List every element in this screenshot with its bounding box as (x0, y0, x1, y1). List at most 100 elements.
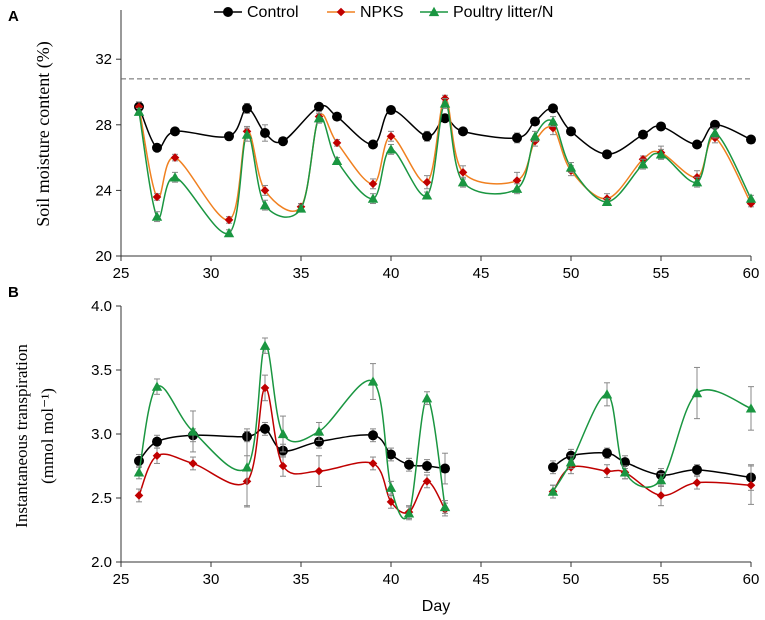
panel-a-point-poultry-litter-n (709, 127, 721, 138)
panel-a-point-control (152, 142, 162, 153)
panel-b-point-poultry-litter-n (187, 426, 199, 436)
panel-a-point-poultry-litter-n (439, 98, 451, 108)
panel-a-point-npks (224, 215, 234, 225)
panel-a-point-control (530, 116, 540, 127)
panel-a-ytick-label: 24 (95, 182, 112, 199)
panel-a-point-control (314, 101, 324, 112)
panel-a-point-control (656, 121, 666, 132)
panel-b-line-poultry-litter-n (552, 389, 752, 492)
x-axis-label: Day (422, 598, 450, 615)
panel-b-ytick-label: 4.0 (91, 298, 112, 315)
panel-a-point-control (170, 126, 180, 137)
panel-b-point-poultry-litter-n (421, 392, 433, 403)
panel-b-point-poultry-litter-n (547, 486, 559, 496)
panel-b-point-control (602, 448, 612, 459)
panel-a-point-poultry-litter-n (547, 116, 559, 126)
panel-b-point-control (440, 463, 450, 474)
panel-a-point-poultry-litter-n (259, 199, 271, 210)
panel-b-point-poultry-litter-n (277, 428, 289, 439)
panel-b-point-control (152, 436, 162, 447)
panel-b-point-poultry-litter-n (151, 381, 163, 391)
panel-b-xtick-label: 35 (293, 571, 310, 588)
panel-a-point-npks (386, 131, 396, 141)
panel-b-point-poultry-litter-n (655, 474, 667, 485)
panel-b-point-npks (746, 480, 756, 490)
panel-a-point-control (224, 131, 234, 142)
panel-b-series-control (134, 421, 450, 485)
panel-a-point-npks (332, 138, 342, 148)
panel-a-point-control (368, 139, 378, 150)
panel-b-line-control (552, 452, 752, 479)
panel-b-line-poultry-litter-n (138, 344, 446, 520)
panel-a-point-poultry-litter-n (511, 183, 523, 193)
panel-a-point-poultry-litter-n (133, 106, 145, 116)
panel-b-point-control (422, 461, 432, 471)
panel-b-xtick-label: 45 (473, 571, 490, 588)
panel-b-point-poultry-litter-n (565, 456, 577, 467)
panel-a-point-control (638, 129, 648, 140)
panel-b-point-control (134, 455, 144, 466)
panel-b-point-npks (386, 497, 396, 507)
legend-marker-poultry-litter-n (428, 6, 440, 17)
panel-b-point-poultry-litter-n (259, 340, 271, 350)
panel-a-point-poultry-litter-n (331, 155, 343, 166)
panel-a-point-npks (512, 176, 522, 185)
panel-a-point-control (242, 103, 252, 114)
panel-b-point-poultry-litter-n (313, 426, 325, 436)
panel-b-point-poultry-litter-n (367, 376, 379, 386)
panel-a-point-poultry-litter-n (169, 172, 181, 182)
panel-b-point-poultry-litter-n (439, 501, 451, 512)
panel-a-point-poultry-litter-n (421, 190, 433, 200)
panel-b-xtick-label: 60 (743, 571, 760, 588)
panel-b-xtick-label: 25 (113, 571, 130, 588)
panel-a-ytick-label: 28 (95, 117, 112, 134)
panel-label-b: B (8, 284, 19, 301)
panel-a-point-npks (152, 192, 162, 202)
panel-b-point-control (314, 436, 324, 447)
panel-b-point-npks (278, 461, 288, 471)
panel-b-point-npks (656, 491, 666, 500)
panel-a-point-poultry-litter-n (367, 193, 379, 203)
panel-b-ytick-label: 3.0 (91, 426, 112, 443)
panel-b-point-poultry-litter-n (403, 508, 415, 518)
panel-a-point-control (512, 132, 522, 143)
panel-b-xtick-label: 55 (653, 571, 670, 588)
panel-b-series (133, 337, 757, 521)
panel-a-point-poultry-litter-n (601, 196, 613, 207)
panel-a-xtick-label: 60 (743, 265, 760, 282)
panel-b-point-poultry-litter-n (691, 387, 703, 398)
panel-b-point-poultry-litter-n (745, 403, 757, 413)
panel-a-point-control (692, 139, 702, 150)
panel-a-point-control (566, 126, 576, 137)
panel-a-xtick-label: 55 (653, 265, 670, 282)
legend: Control NPKS Poultry litter/N (214, 4, 553, 21)
panel-a-point-poultry-litter-n (223, 227, 235, 238)
panel-b-point-npks (692, 478, 702, 487)
panel-b-ytick-label: 2.0 (91, 554, 112, 571)
panel-a-point-control (422, 131, 432, 142)
legend-marker-control (223, 7, 233, 17)
panel-b-ytick-label: 3.5 (91, 362, 112, 379)
panel-a-point-npks (368, 179, 378, 189)
panel-b-series-poultry-litter-n (133, 337, 451, 521)
panel-a-point-npks (458, 168, 468, 177)
panel-a-xtick-label: 30 (203, 265, 220, 282)
panel-a-point-poultry-litter-n (313, 113, 325, 123)
panel-b-point-control (548, 462, 558, 473)
panel-a-point-poultry-litter-n (565, 162, 577, 172)
panel-b-series-poultry-litter-n (547, 366, 757, 499)
panel-a-point-control (332, 111, 342, 122)
panel-b-point-npks (188, 459, 198, 468)
legend-label-poultry-litter-n: Poultry litter/N (453, 4, 553, 21)
panel-b-point-control (386, 449, 396, 460)
panel-b-point-poultry-litter-n (385, 482, 397, 492)
panel-b-point-control (260, 423, 270, 434)
panel-b-line-npks (552, 465, 752, 497)
panel-a-point-poultry-litter-n (241, 129, 253, 139)
legend-marker-npks (336, 7, 346, 17)
panel-a-point-control (746, 134, 756, 145)
panel-b-point-control (368, 430, 378, 441)
panel-a-point-npks (422, 177, 432, 187)
panel-a-point-poultry-litter-n (637, 158, 649, 169)
panel-a-point-control (458, 126, 468, 137)
